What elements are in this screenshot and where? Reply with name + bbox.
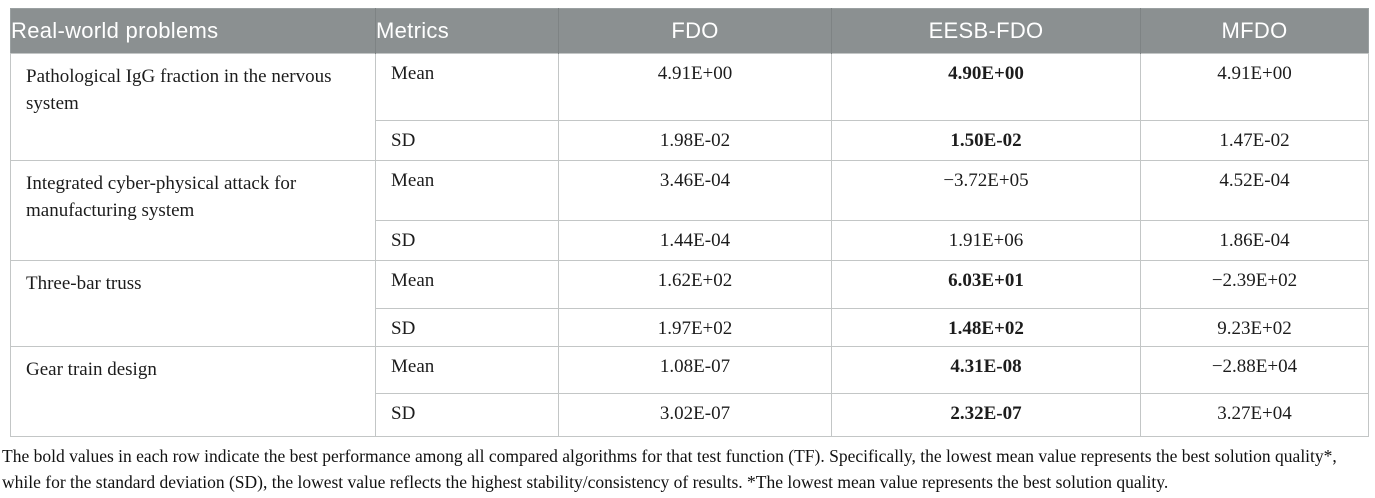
column-header-mfdo: MFDO (1140, 8, 1369, 54)
table-row: SD 1.98E-02 1.50E-02 1.47E-02 (11, 120, 1369, 161)
value-cell-mfdo: −2.88E+04 (1140, 346, 1369, 394)
table-row: Three-bar truss Mean 1.62E+02 6.03E+01 −… (10, 260, 1369, 347)
table-header-row: Real-world problems Metrics FDO EESB-FDO… (10, 8, 1369, 54)
problem-name-cell: Pathological IgG fraction in the nervous… (10, 53, 376, 161)
metric-label-cell: SD (375, 308, 559, 347)
metric-label-cell: Mean (375, 260, 559, 309)
table-row: SD 1.97E+02 1.48E+02 9.23E+02 (11, 308, 1369, 347)
value-cell-eesb-fdo: 4.90E+00 (831, 53, 1141, 121)
metric-label-cell: SD (375, 393, 559, 437)
value-cell-eesb-fdo: 1.91E+06 (831, 220, 1141, 261)
value-cell-fdo: 1.62E+02 (558, 260, 832, 309)
column-header-real-world-problems: Real-world problems (10, 8, 376, 54)
column-header-fdo: FDO (558, 8, 832, 54)
metric-label-cell: Mean (375, 346, 559, 394)
value-cell-mfdo: −2.39E+02 (1140, 260, 1369, 309)
metric-label-cell: SD (375, 120, 559, 161)
metric-label-cell: Mean (375, 160, 559, 221)
value-cell-mfdo: 3.27E+04 (1140, 393, 1369, 437)
problem-name-cell: Gear train design (10, 346, 376, 437)
metric-label-cell: SD (375, 220, 559, 261)
table-row: SD 1.44E-04 1.91E+06 1.86E-04 (11, 220, 1369, 261)
results-table: Real-world problems Metrics FDO EESB-FDO… (10, 8, 1369, 437)
value-cell-eesb-fdo: 1.48E+02 (831, 308, 1141, 347)
value-cell-fdo: 1.08E-07 (558, 346, 832, 394)
value-cell-fdo: 3.46E-04 (558, 160, 832, 221)
value-cell-fdo: 4.91E+00 (558, 53, 832, 121)
value-cell-mfdo: 4.91E+00 (1140, 53, 1369, 121)
value-cell-mfdo: 1.86E-04 (1140, 220, 1369, 261)
value-cell-fdo: 1.98E-02 (558, 120, 832, 161)
table-row: Pathological IgG fraction in the nervous… (10, 53, 1369, 161)
value-cell-eesb-fdo: 4.31E-08 (831, 346, 1141, 394)
metric-label-cell: Mean (375, 53, 559, 121)
table-row: SD 3.02E-07 2.32E-07 3.27E+04 (11, 393, 1369, 437)
column-header-metrics: Metrics (375, 8, 559, 54)
value-cell-mfdo: 1.47E-02 (1140, 120, 1369, 161)
problem-name-cell: Three-bar truss (10, 260, 376, 347)
problem-name-cell: Integrated cyber-physical attack for man… (10, 160, 376, 261)
value-cell-eesb-fdo: −3.72E+05 (831, 160, 1141, 221)
value-cell-mfdo: 4.52E-04 (1140, 160, 1369, 221)
table-row: Gear train design Mean 1.08E-07 4.31E-08… (10, 346, 1369, 437)
value-cell-fdo: 1.44E-04 (558, 220, 832, 261)
table-row: Integrated cyber-physical attack for man… (10, 160, 1369, 261)
value-cell-mfdo: 9.23E+02 (1140, 308, 1369, 347)
value-cell-eesb-fdo: 2.32E-07 (831, 393, 1141, 437)
table-footnote: The bold values in each row indicate the… (2, 446, 1337, 492)
value-cell-fdo: 1.97E+02 (558, 308, 832, 347)
value-cell-fdo: 3.02E-07 (558, 393, 832, 437)
value-cell-eesb-fdo: 1.50E-02 (831, 120, 1141, 161)
column-header-eesb-fdo: EESB-FDO (831, 8, 1141, 54)
value-cell-eesb-fdo: 6.03E+01 (831, 260, 1141, 309)
